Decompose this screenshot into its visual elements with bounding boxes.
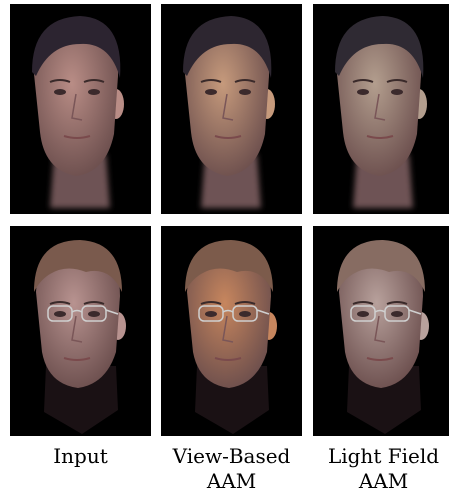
- image-view-based-aam-row1: [161, 4, 302, 214]
- caption-light-field-aam: Light Field AAM: [313, 444, 449, 494]
- image-input-row1: [10, 4, 151, 214]
- image-input-row2: [10, 226, 151, 436]
- caption-light-field-line2: AAM: [358, 469, 409, 493]
- face-photo: [32, 16, 124, 208]
- face-photo: [185, 240, 277, 434]
- image-light-field-aam-row2: [313, 226, 449, 436]
- image-light-field-aam-row1: [313, 4, 449, 214]
- face-photo: [183, 16, 275, 208]
- face-photo: [335, 16, 427, 208]
- caption-light-field-line1: Light Field: [327, 444, 440, 468]
- caption-input: Input: [10, 444, 151, 469]
- caption-view-based-line2: AAM: [206, 469, 257, 493]
- image-view-based-aam-row2: [161, 226, 302, 436]
- caption-view-based-aam: View-Based AAM: [161, 444, 302, 494]
- caption-view-based-line1: View-Based: [172, 444, 291, 468]
- face-photo: [337, 240, 429, 434]
- caption-input-line1: Input: [53, 444, 108, 468]
- face-photo: [34, 240, 126, 434]
